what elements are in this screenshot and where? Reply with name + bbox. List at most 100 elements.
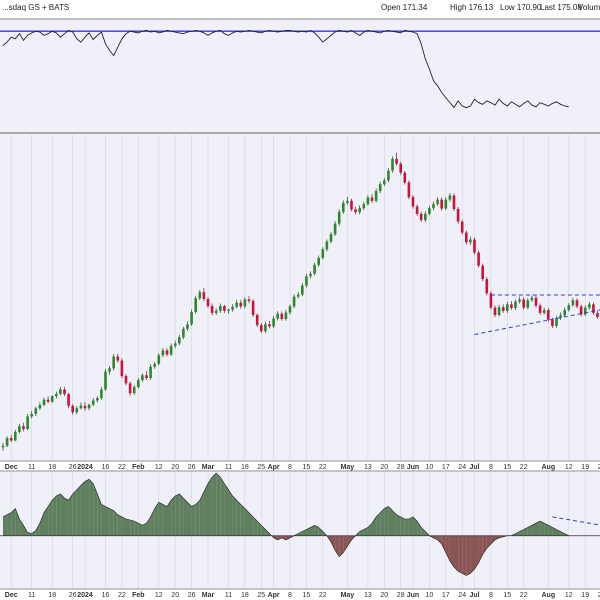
candle-down bbox=[83, 405, 87, 409]
x-tick-label: 20 bbox=[380, 464, 388, 471]
candle-up bbox=[91, 400, 95, 405]
x-tick-label: 2024 bbox=[77, 592, 93, 599]
oscillator-negative-area bbox=[285, 535, 290, 540]
oscillator-positive-area bbox=[85, 479, 90, 536]
oscillator-negative-area bbox=[347, 535, 352, 547]
candle-up bbox=[178, 337, 181, 344]
x-tick-label: 24 bbox=[458, 592, 466, 599]
candle-up bbox=[424, 213, 427, 220]
price-panel-background bbox=[0, 134, 600, 460]
oscillator-negative-area bbox=[339, 535, 344, 557]
candle-up bbox=[194, 298, 197, 313]
oscillator-positive-area bbox=[548, 525, 553, 536]
x-tick-label: 26 bbox=[69, 592, 77, 599]
price-x-axis: Dec 11 18 26 2024 16 22 Feb 12 20 26 Mar 11 18 25 Apr 8 1… bbox=[5, 134, 600, 471]
triangle-support-line bbox=[474, 309, 600, 335]
x-tick-label: 18 bbox=[48, 464, 56, 471]
oscillator-negative-area bbox=[343, 535, 348, 553]
candle-up bbox=[186, 324, 189, 329]
oscillator-positive-area bbox=[367, 523, 372, 536]
x-tick-label: Aug bbox=[541, 464, 555, 471]
x-tick-label: 19 bbox=[581, 464, 589, 471]
oscillator-negative-area bbox=[445, 535, 450, 561]
oscillator-positive-area bbox=[240, 504, 245, 536]
candle-up bbox=[108, 368, 111, 372]
candle-down bbox=[419, 213, 423, 220]
candle-up bbox=[227, 309, 230, 311]
candle-down bbox=[63, 389, 66, 394]
x-tick-label: 8 bbox=[489, 464, 493, 471]
oscillator-negative-area bbox=[495, 535, 500, 540]
candle-down bbox=[120, 360, 124, 377]
candle-down bbox=[206, 299, 210, 306]
candle-down bbox=[538, 305, 542, 313]
candle-up bbox=[149, 366, 152, 379]
oscillator-positive-area bbox=[44, 506, 49, 536]
oscillator-positive-area bbox=[56, 493, 61, 536]
oscillator-positive-area bbox=[400, 516, 405, 536]
ohlc-open: Open 171.34 bbox=[381, 3, 428, 12]
oscillator-positive-area bbox=[544, 523, 549, 536]
x-tick-label: 22 bbox=[319, 592, 327, 599]
ohlc-high: High 176.13 bbox=[450, 3, 494, 12]
oscillator-positive-area bbox=[121, 516, 126, 536]
candle-up bbox=[383, 180, 386, 185]
oscillator-negative-area bbox=[470, 535, 475, 574]
candlestick-layer bbox=[1, 152, 600, 451]
x-tick-label: Jul bbox=[469, 592, 479, 599]
top-indicator-layer bbox=[0, 29, 600, 109]
oscillator-positive-area bbox=[224, 483, 229, 536]
candle-up bbox=[567, 305, 571, 311]
x-tick-label: Jun bbox=[407, 464, 419, 471]
x-tick-label: 16 bbox=[102, 592, 110, 599]
candle-up bbox=[288, 306, 292, 313]
candle-up bbox=[583, 307, 587, 315]
x-tick-label: 25 bbox=[257, 464, 265, 471]
oscillator-positive-area bbox=[167, 500, 172, 536]
candle-up bbox=[55, 393, 58, 397]
candle-down bbox=[440, 199, 443, 209]
x-tick-label: 12 bbox=[565, 464, 573, 471]
candle-up bbox=[79, 405, 83, 409]
x-tick-label: 15 bbox=[303, 464, 311, 471]
x-tick-label: 11 bbox=[225, 592, 232, 599]
x-tick-label: 8 bbox=[288, 464, 292, 471]
candle-up bbox=[588, 304, 591, 308]
oscillator-positive-area bbox=[15, 508, 20, 536]
oscillator-positive-area bbox=[175, 493, 180, 536]
oscillator-positive-area bbox=[3, 514, 8, 536]
x-tick-label: 8 bbox=[288, 592, 292, 599]
oscillator-positive-area bbox=[68, 493, 73, 536]
candle-down bbox=[551, 319, 554, 326]
candle-up bbox=[30, 413, 33, 417]
candle-up bbox=[137, 380, 140, 388]
candle-up bbox=[75, 408, 79, 413]
candle-down bbox=[395, 158, 398, 164]
x-tick-label: 18 bbox=[241, 464, 249, 471]
candle-down bbox=[415, 206, 419, 214]
candle-up bbox=[342, 202, 345, 212]
candle-down bbox=[477, 252, 480, 266]
oscillator-positive-area bbox=[236, 500, 241, 536]
x-tick-label: 17 bbox=[442, 464, 450, 471]
oscillator-positive-area bbox=[244, 508, 249, 536]
candle-down bbox=[592, 304, 595, 313]
oscillator-positive-area bbox=[220, 477, 225, 536]
oscillator-positive-area bbox=[76, 485, 81, 536]
oscillator-positive-area bbox=[249, 512, 254, 536]
candle-up bbox=[96, 398, 99, 401]
candle-down bbox=[354, 209, 357, 213]
candle-up bbox=[497, 307, 501, 315]
oscillator-positive-area bbox=[93, 483, 98, 536]
oscillator-positive-area bbox=[109, 508, 114, 536]
oscillator-positive-area bbox=[134, 521, 139, 536]
candle-down bbox=[280, 313, 284, 320]
candle-up bbox=[59, 389, 62, 394]
candle-down bbox=[22, 426, 25, 430]
candle-down bbox=[210, 305, 214, 313]
oscillator-positive-area bbox=[232, 496, 237, 536]
candle-down bbox=[128, 383, 132, 394]
x-tick-label: 20 bbox=[380, 592, 388, 599]
oscillator-negative-area bbox=[273, 535, 278, 540]
oscillator-positive-area bbox=[158, 502, 163, 536]
